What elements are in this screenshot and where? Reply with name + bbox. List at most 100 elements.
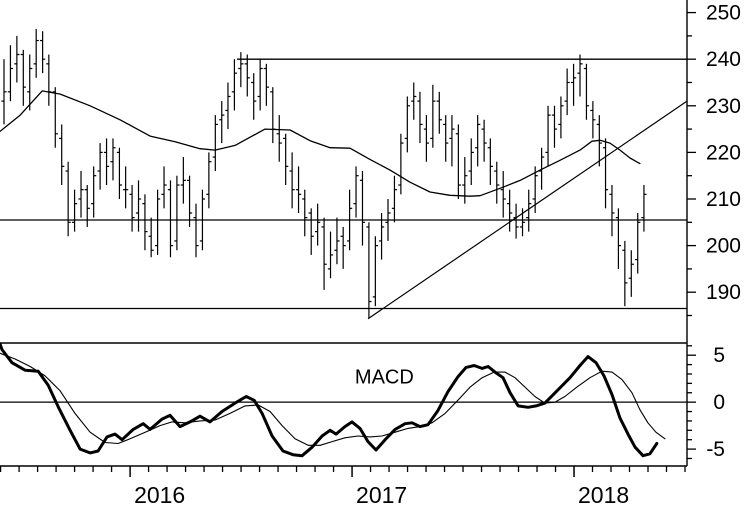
ohlc-bar xyxy=(244,54,250,97)
ohlc-bar xyxy=(71,189,78,232)
ohlc-bar xyxy=(199,189,206,251)
ohlc-bar xyxy=(519,208,526,237)
ohlc-bar xyxy=(257,59,263,111)
ohlc-bar xyxy=(110,138,116,181)
ohlc-bar xyxy=(481,119,487,162)
ohlc-bar xyxy=(347,189,353,251)
ohlc-bar xyxy=(378,212,385,260)
moving-average-line xyxy=(0,90,641,197)
ohlc-bar xyxy=(635,212,641,274)
ohlc-bar xyxy=(551,105,558,148)
ohlc-bar xyxy=(65,161,71,237)
ohlc-bar xyxy=(532,166,538,213)
ohlc-bar xyxy=(455,124,461,199)
ohlc-bar xyxy=(443,115,449,162)
ohlc-bar xyxy=(404,96,410,153)
ohlc-bar xyxy=(583,63,590,120)
ohlc-bar xyxy=(436,91,442,134)
ohlc-bar xyxy=(558,96,564,139)
ohlc-bar xyxy=(1,59,7,125)
ohlc-bar xyxy=(462,157,468,204)
ohlc-bar xyxy=(602,138,609,209)
ohlc-bar xyxy=(161,166,167,209)
ohlc-bar xyxy=(263,63,269,106)
ohlc-bar xyxy=(334,217,340,265)
ohlc-bar xyxy=(308,208,314,255)
ohlc-bar xyxy=(7,45,14,102)
ohlc-bar xyxy=(225,82,231,130)
macd-tick-label: -5 xyxy=(706,438,725,461)
ohlc-bar xyxy=(302,189,308,237)
ohlc-bar xyxy=(116,147,123,199)
ohlc-bar xyxy=(327,231,334,279)
ohlc-bar xyxy=(20,49,26,106)
ohlc-bar xyxy=(40,31,46,74)
ohlc-bar xyxy=(289,152,295,209)
macd-label: MACD xyxy=(355,366,414,388)
ohlc-bar xyxy=(315,203,321,246)
price-tick-label: 230 xyxy=(706,95,741,118)
price-tick-label: 210 xyxy=(706,188,741,211)
ohlc-bar xyxy=(212,115,218,172)
ohlc-bar xyxy=(545,105,551,167)
ohlc-bar xyxy=(84,185,90,227)
ohlc-bar xyxy=(129,185,135,232)
ohlc-bar xyxy=(78,171,84,218)
ohlc-bar xyxy=(596,115,602,167)
ohlc-bar xyxy=(539,147,545,190)
ohlc-bar xyxy=(423,115,430,162)
ohlc-bar xyxy=(507,189,513,232)
ohlc-bar xyxy=(251,73,257,120)
ohlc-bar xyxy=(615,208,622,269)
rising-trendline xyxy=(367,100,688,320)
ohlc-bar xyxy=(494,161,500,204)
ohlc-bar xyxy=(123,166,129,209)
ohlc-bar xyxy=(206,152,212,209)
ohlc-bar xyxy=(430,84,436,148)
ohlc-bar xyxy=(513,203,519,239)
ohlc-bar xyxy=(366,222,372,318)
price-tick-label: 190 xyxy=(706,281,741,304)
ohlc-bar xyxy=(526,189,532,232)
ohlc-bar xyxy=(295,166,302,213)
price-tick-label: 220 xyxy=(706,141,741,164)
macd-macd-line xyxy=(0,342,659,458)
ohlc-bar xyxy=(52,87,58,148)
ohlc-bar xyxy=(622,240,628,307)
ohlc-bar xyxy=(385,198,391,241)
ohlc-bar xyxy=(468,138,474,186)
ohlc-bar xyxy=(148,217,154,258)
macd-signal-line xyxy=(0,352,666,446)
ohlc-bar xyxy=(103,138,110,186)
ohlc-bar xyxy=(59,124,65,186)
ohlc-bar xyxy=(174,175,180,251)
ohlc-bar xyxy=(641,185,647,232)
ohlc-bar xyxy=(411,82,417,120)
ohlc-bar xyxy=(628,250,634,297)
ohlc-bar xyxy=(398,133,404,195)
ohlc-bar xyxy=(372,236,378,307)
ohlc-bar xyxy=(270,87,276,144)
ohlc-bar xyxy=(91,166,97,218)
ohlc-bar xyxy=(167,180,174,258)
ohlc-bar xyxy=(219,101,225,144)
ohlc-bar xyxy=(475,115,481,167)
ohlc-bar xyxy=(14,35,20,83)
ohlc-bar xyxy=(487,138,493,186)
price-tick-label: 250 xyxy=(706,2,741,25)
ohlc-bar xyxy=(449,115,455,167)
macd-tick-label: 0 xyxy=(713,391,725,414)
year-label: 2017 xyxy=(356,482,407,508)
ohlc-bar xyxy=(564,68,570,116)
ohlc-bar xyxy=(154,189,161,255)
ohlc-bar xyxy=(321,217,327,290)
ohlc-bar xyxy=(231,59,238,111)
price-tick-label: 240 xyxy=(706,48,741,71)
ohlc-bar xyxy=(238,52,244,88)
ohlc-bar xyxy=(353,166,359,218)
ohlc-bar xyxy=(577,54,583,97)
ohlc-bar xyxy=(186,175,193,227)
year-label: 2016 xyxy=(134,482,185,508)
